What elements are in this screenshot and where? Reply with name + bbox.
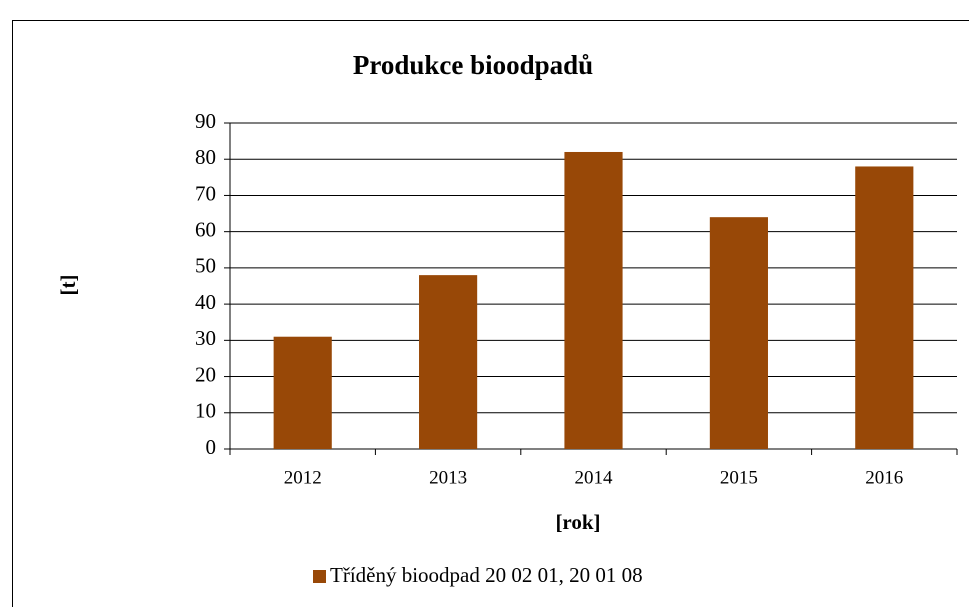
- y-tick-label: 90: [195, 109, 216, 133]
- y-tick-label: 50: [195, 254, 216, 278]
- x-tick-label: 2016: [865, 467, 903, 488]
- bar: [709, 217, 768, 449]
- legend-label: Tříděný bioodpad 20 02 01, 20 01 08: [330, 563, 643, 587]
- y-tick-label: 60: [195, 217, 216, 241]
- bar: [273, 336, 332, 449]
- x-tick-label: 2015: [720, 467, 758, 488]
- x-tick-label: 2013: [429, 467, 467, 488]
- chart-border: [12, 20, 969, 607]
- bar: [419, 275, 478, 449]
- x-tick-label: 2014: [575, 467, 614, 488]
- chart-title: Produkce bioodpadů: [353, 50, 593, 80]
- x-axis-label: [rok]: [555, 510, 600, 534]
- y-tick-label: 20: [195, 362, 216, 386]
- y-tick-label: 40: [195, 290, 216, 314]
- y-tick-label: 10: [195, 399, 216, 423]
- y-tick-label: 30: [195, 326, 216, 350]
- y-tick-label: 0: [206, 435, 217, 459]
- legend-swatch: [313, 570, 326, 583]
- y-tick-label: 80: [195, 145, 216, 169]
- y-axis-label: [t]: [56, 275, 80, 296]
- bar: [564, 151, 623, 449]
- bar: [855, 166, 914, 449]
- y-tick-label: 70: [195, 181, 216, 205]
- x-tick-label: 2012: [284, 467, 322, 488]
